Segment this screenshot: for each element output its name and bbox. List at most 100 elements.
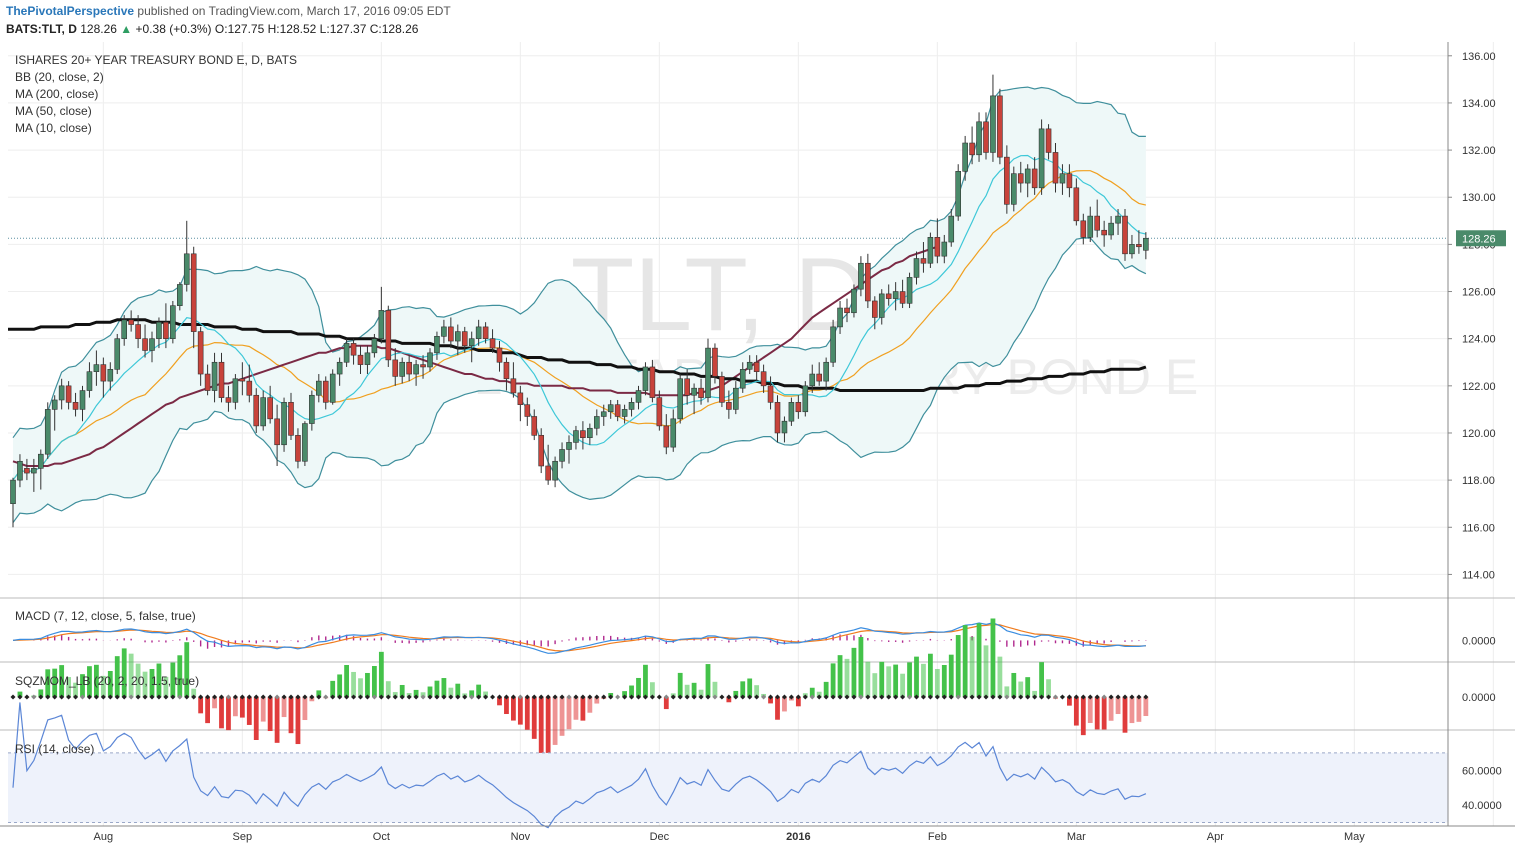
candle-body xyxy=(649,366,656,398)
sqz-dot xyxy=(719,694,725,700)
candle-body xyxy=(830,326,836,363)
sqz-bar xyxy=(837,655,843,697)
sqz-dot xyxy=(184,694,190,700)
price-tick-label: 126.00 xyxy=(1462,287,1496,299)
candle-body xyxy=(461,331,468,347)
sqz-bar xyxy=(1067,697,1072,706)
candle-body xyxy=(906,277,913,304)
candle xyxy=(795,395,802,419)
sqz-bar xyxy=(983,645,989,697)
sqz-bar xyxy=(955,635,961,697)
sqz-dot xyxy=(538,694,544,700)
candle-body xyxy=(302,423,308,462)
sqz-dot xyxy=(816,694,822,700)
indicator-panes: MACD (7, 12, close, 5, false, true) SQZMO… xyxy=(8,609,1448,829)
candle xyxy=(385,305,392,367)
sqz-dot xyxy=(142,694,148,700)
candle-body xyxy=(225,397,232,403)
candle-body xyxy=(1066,173,1073,189)
candle xyxy=(621,404,628,424)
candle-body xyxy=(858,262,864,290)
candle xyxy=(885,284,892,306)
candle xyxy=(1094,199,1100,238)
candle-body xyxy=(899,291,906,304)
candle-body xyxy=(878,293,885,318)
sqz-bar xyxy=(511,697,516,721)
published-text: published on TradingView.com, March 17, … xyxy=(137,4,451,18)
candle-body xyxy=(281,402,287,446)
candle xyxy=(663,414,670,455)
sqz-dot xyxy=(615,694,621,700)
time-tick-label: Feb xyxy=(928,831,947,843)
sqz-dot xyxy=(872,694,878,700)
candle-body xyxy=(969,142,975,156)
candle-body xyxy=(920,258,927,264)
sqz-dot xyxy=(983,694,989,700)
candle xyxy=(1038,119,1045,195)
sqz-bar xyxy=(156,663,162,697)
sqz-dot xyxy=(149,694,155,700)
candle xyxy=(496,341,503,372)
sqz-bar xyxy=(288,697,294,734)
candle xyxy=(732,381,739,415)
candle-body xyxy=(1094,215,1100,231)
candle xyxy=(642,362,649,396)
chart-canvas[interactable]: TLT, D ISHARES 20+ YEAR TREASURY BOND E … xyxy=(0,42,1515,850)
candle xyxy=(1143,232,1149,260)
candle xyxy=(781,416,788,443)
candle xyxy=(1108,216,1114,240)
candle-body xyxy=(1024,168,1031,184)
candle-body xyxy=(482,326,489,339)
sqz-dot xyxy=(698,694,704,700)
candle xyxy=(315,374,322,403)
candle-body xyxy=(698,387,704,398)
candle-body xyxy=(524,404,531,417)
sqz-dot xyxy=(441,694,447,700)
candle xyxy=(705,338,711,403)
sqz-dot xyxy=(128,694,134,700)
sqz-bar xyxy=(580,697,586,721)
candle-body xyxy=(170,305,176,339)
candle-body xyxy=(552,460,558,481)
sqz-bar xyxy=(879,661,885,697)
candle xyxy=(142,324,148,358)
sqz-dot xyxy=(406,694,412,700)
candle-body xyxy=(1045,128,1052,153)
sqz-dot xyxy=(552,694,558,700)
legend-symbol: ISHARES 20+ YEAR TREASURY BOND E, D, BAT… xyxy=(15,53,297,67)
sqz-dot xyxy=(399,694,405,700)
sqz-dot xyxy=(1087,694,1093,700)
sqz-bar xyxy=(413,689,419,697)
sqz-bar xyxy=(517,697,523,725)
candle xyxy=(441,319,447,344)
candle-body xyxy=(823,361,829,382)
macd-signal-line xyxy=(12,623,1146,652)
sqz-dot xyxy=(225,694,231,700)
sqz-dot xyxy=(239,694,245,700)
candle-body xyxy=(635,390,642,403)
sqz-bar xyxy=(198,697,204,714)
candle xyxy=(86,362,93,398)
candle-body xyxy=(427,352,433,368)
candle xyxy=(448,317,454,349)
candle xyxy=(274,404,280,466)
candle-body xyxy=(1087,215,1094,238)
candle-body xyxy=(1122,215,1128,255)
candle-body xyxy=(183,253,190,285)
sqz-dot xyxy=(865,694,871,700)
candle-body xyxy=(774,402,781,434)
candle-body xyxy=(837,307,843,328)
candle-body xyxy=(322,380,329,403)
candle xyxy=(302,421,308,466)
candle xyxy=(1017,161,1024,193)
candle-body xyxy=(1129,244,1135,255)
sqz-bar xyxy=(17,691,23,697)
candle xyxy=(649,359,656,403)
candle-body xyxy=(670,418,677,448)
candle xyxy=(489,329,496,353)
author-link[interactable]: ThePivotalPerspective xyxy=(6,4,135,18)
sqz-bar xyxy=(754,685,760,697)
ohlc-low-label: L: xyxy=(319,22,330,36)
sqz-bar xyxy=(705,664,711,697)
sqz-bar xyxy=(677,672,683,697)
